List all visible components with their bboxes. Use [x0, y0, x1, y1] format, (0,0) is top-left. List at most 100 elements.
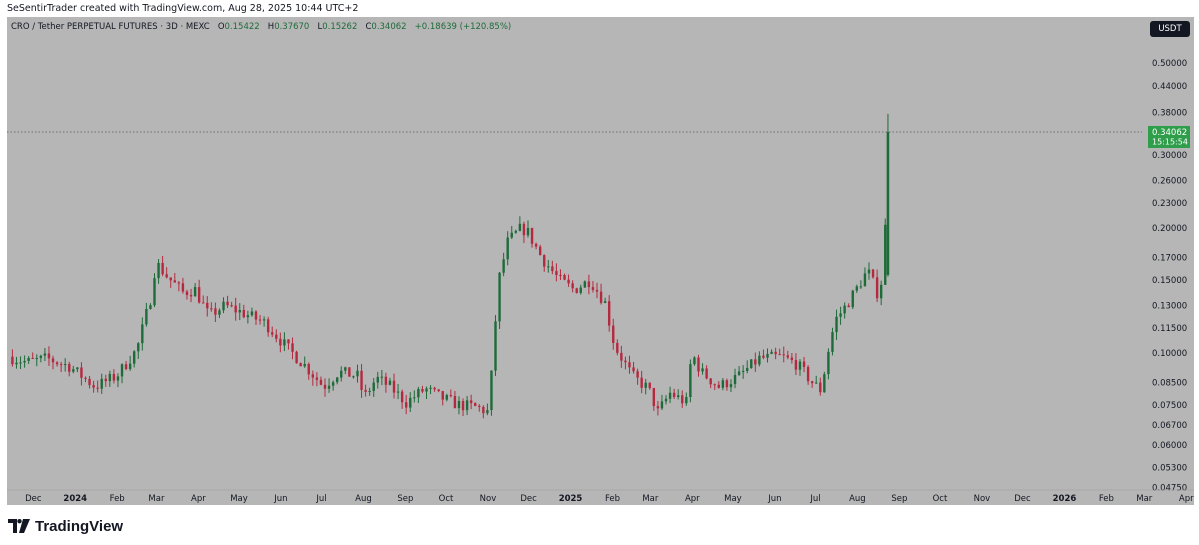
candle-body — [31, 358, 34, 360]
candle-body — [27, 358, 30, 361]
candle-body — [315, 377, 319, 380]
x-tick-label: Apr — [191, 494, 206, 504]
candle-body — [165, 274, 168, 278]
x-tick-label: Sep — [397, 494, 413, 504]
candle-body — [181, 283, 185, 292]
candle-body — [197, 287, 201, 303]
candle-body — [234, 305, 237, 313]
candle-body — [15, 362, 18, 365]
candle-body — [104, 378, 107, 382]
candle-body — [185, 291, 189, 296]
y-tick-label: 0.38000 — [1152, 108, 1187, 118]
candle-body — [778, 354, 781, 356]
candle-body — [855, 286, 859, 291]
candle-body — [579, 287, 582, 293]
candle-body — [790, 357, 794, 361]
candle-body — [583, 281, 587, 288]
candle-body — [798, 361, 802, 370]
candle-body — [668, 392, 672, 399]
candle-body — [741, 370, 745, 372]
candle-body — [275, 334, 278, 339]
x-tick-label: Jul — [315, 494, 326, 504]
candle-body — [543, 255, 546, 267]
candle-body — [685, 397, 688, 404]
chart-caption: SeSentirTrader created with TradingView.… — [7, 3, 359, 14]
candle-body — [327, 385, 331, 389]
x-tick-label: May — [230, 494, 248, 504]
symbol-title: CRO / Tether PERPETUAL FUTURES · 3D · ME… — [11, 22, 210, 32]
candle-body — [831, 332, 834, 352]
y-tick-label: 0.20000 — [1152, 224, 1187, 234]
candle-body — [526, 227, 530, 236]
candle-body — [603, 301, 607, 303]
candle-body — [279, 338, 282, 346]
candle-body — [875, 277, 879, 299]
candle-body — [514, 230, 518, 233]
candle-body — [47, 353, 51, 359]
candle-body — [469, 400, 473, 404]
candle-body — [323, 384, 327, 389]
candle-body — [770, 351, 773, 354]
legend-low-label: L — [317, 22, 323, 32]
candle-body — [157, 262, 160, 279]
candle-body — [169, 277, 172, 281]
candle-body — [108, 373, 112, 382]
candle-body — [124, 364, 128, 370]
candle-body — [271, 332, 274, 335]
x-tick-label: Oct — [439, 494, 454, 504]
candle-body — [344, 367, 347, 371]
y-tick-label: 0.06000 — [1152, 441, 1187, 451]
candle-body — [664, 398, 668, 402]
candle-body — [319, 379, 323, 385]
candle-body — [441, 391, 444, 400]
candle-body — [563, 275, 566, 280]
candle-body — [96, 387, 99, 389]
currency-button[interactable]: USDT — [1150, 21, 1190, 37]
candle-body — [84, 377, 87, 379]
candle-body — [705, 368, 708, 379]
chart-area[interactable]: 0.34062 15:15:54 0.50000 0.44000 0.38000 0.3… — [7, 17, 1194, 505]
candle-body — [733, 374, 737, 385]
legend-change: +0.18639 (+120.85%) — [414, 22, 512, 32]
candle-body — [713, 384, 716, 386]
candle-body — [433, 387, 436, 390]
candle-body — [409, 397, 412, 408]
candle-body — [547, 266, 550, 268]
candle-body — [421, 389, 424, 392]
candle-body — [43, 353, 47, 356]
candle-body — [356, 370, 359, 377]
candle-body — [400, 391, 404, 403]
candle-body — [413, 397, 416, 399]
x-tick-label: Dec — [25, 494, 42, 504]
legend-high-label: H — [267, 22, 275, 32]
candle-body — [335, 377, 339, 383]
y-tick-label: 0.08500 — [1152, 378, 1187, 388]
candle-body — [449, 395, 453, 397]
y-tick-label: 0.11500 — [1152, 324, 1187, 334]
candle-body — [644, 382, 647, 388]
candle-body — [340, 370, 343, 378]
candle-body — [729, 384, 733, 388]
candle-body — [571, 283, 574, 289]
candle-body — [595, 289, 599, 292]
tradingview-logo-icon — [8, 519, 30, 533]
x-tick-label: Apr — [685, 494, 700, 504]
candle-body — [295, 351, 298, 364]
last-price-label — [1148, 125, 1190, 148]
x-tick-label: Mar — [1136, 494, 1153, 504]
x-tick-label: Feb — [605, 494, 620, 504]
candle-body — [145, 308, 148, 325]
candle-body — [510, 232, 513, 238]
candle-body — [474, 403, 477, 406]
candle-body — [758, 355, 761, 365]
y-tick-label: 0.04750 — [1152, 483, 1187, 493]
candle-body — [575, 288, 578, 293]
candle-body — [189, 295, 193, 297]
candle-body — [782, 354, 785, 356]
y-tick-label: 0.07500 — [1152, 401, 1187, 411]
candle-body — [51, 358, 55, 363]
legend-close: 0.34062 — [371, 22, 407, 32]
x-tick-label: 2025 — [559, 494, 583, 504]
candle-body — [551, 266, 554, 272]
